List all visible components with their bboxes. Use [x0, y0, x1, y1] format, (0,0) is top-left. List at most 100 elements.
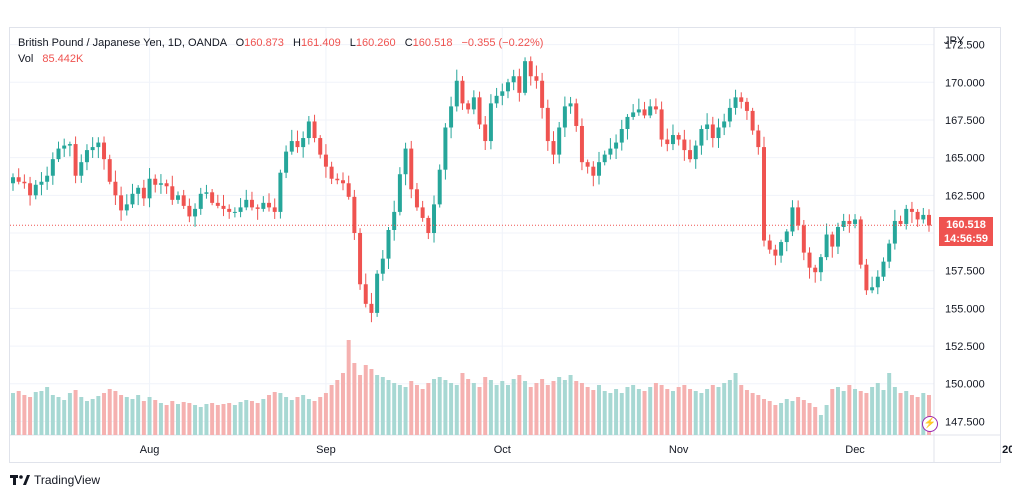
candle: [864, 258, 869, 295]
volume-bar: [124, 397, 129, 435]
candle: [244, 189, 249, 211]
volume-bar: [50, 395, 55, 435]
candle-body: [318, 138, 323, 155]
brand-name: TradingView: [34, 473, 101, 487]
candle: [835, 222, 840, 255]
candle-body: [670, 135, 675, 145]
candle-body: [22, 181, 27, 184]
low-value: 160.260: [355, 37, 396, 49]
candle: [170, 175, 175, 205]
chart-frame[interactable]: [9, 27, 1001, 463]
candle-body: [39, 181, 44, 185]
volume-bar: [73, 390, 78, 435]
candle: [39, 172, 44, 196]
candle: [153, 174, 158, 193]
candle-body: [784, 231, 789, 243]
candle: [608, 138, 613, 160]
symbol-title[interactable]: British Pound / Japanese Yen, 1D, OANDA: [18, 37, 227, 49]
volume-bar: [454, 385, 459, 435]
volume-bar: [238, 402, 243, 435]
volume-bar: [909, 395, 914, 435]
candle: [11, 173, 15, 191]
candle-body: [460, 80, 465, 104]
brand[interactable]: TradingView: [10, 473, 100, 487]
time-tick-label: Aug: [140, 444, 160, 456]
candle-body: [193, 208, 198, 217]
volume-bar: [164, 405, 169, 435]
candle: [449, 96, 454, 139]
candle-body: [921, 214, 926, 220]
candle-body: [409, 148, 414, 190]
candle: [904, 204, 909, 230]
candle-body: [557, 127, 562, 155]
candle-body: [528, 61, 533, 77]
candle: [676, 132, 681, 146]
volume-bar: [443, 380, 448, 435]
volume-bar: [193, 405, 198, 435]
candle: [227, 204, 232, 219]
candle: [648, 99, 653, 119]
candle-body: [141, 187, 146, 199]
volume-bar: [363, 365, 368, 435]
candle-body: [449, 106, 454, 128]
volume-bar: [904, 391, 909, 435]
candle-body: [927, 214, 931, 226]
candle: [756, 124, 761, 155]
candle-body: [426, 217, 431, 234]
candle: [562, 96, 567, 138]
candle: [540, 72, 545, 119]
candle: [352, 189, 357, 240]
candle-body: [676, 135, 681, 140]
volume-bar: [636, 389, 641, 435]
candle: [807, 247, 812, 279]
candle-body: [767, 240, 772, 250]
candle-body: [28, 183, 33, 196]
volume-bar: [466, 379, 471, 435]
volume-bar: [232, 405, 237, 435]
volume-bar: [688, 389, 693, 435]
volume-value: 85.442K: [42, 53, 84, 65]
price-tick-label: 162.500: [945, 190, 985, 202]
candle: [636, 98, 641, 116]
candle: [744, 97, 749, 120]
candle-body: [210, 192, 215, 203]
lightning-icon[interactable]: ⚡: [922, 416, 938, 432]
candle: [716, 118, 721, 148]
candle-body: [750, 110, 755, 131]
candle: [420, 200, 425, 222]
volume-bar: [215, 405, 220, 435]
close-value: 160.518: [412, 37, 453, 49]
tradingview-logo-icon: [10, 475, 30, 485]
candle: [363, 273, 368, 308]
candle-body: [625, 116, 630, 129]
candle-body: [33, 184, 38, 196]
volume-bar: [619, 393, 624, 435]
candle-body: [608, 148, 613, 155]
candle-body: [295, 141, 300, 148]
candle: [102, 136, 107, 170]
candle-body: [312, 121, 317, 139]
candle-body: [597, 162, 602, 176]
candle: [67, 141, 72, 157]
candle-body: [232, 211, 237, 213]
volume-bar: [807, 403, 812, 435]
candle: [221, 194, 226, 217]
legend: British Pound / Japanese Yen, 1D, OANDA …: [18, 35, 543, 67]
volume-bar: [665, 389, 670, 435]
candle-body: [221, 205, 226, 209]
volume-bar: [289, 400, 294, 435]
candle-body: [796, 207, 801, 226]
candle: [523, 57, 528, 96]
volume-label[interactable]: Vol: [18, 53, 34, 65]
time-axis: Aug Sep Oct Nov Dec 2023: [140, 444, 1012, 456]
volume-bar: [551, 381, 556, 435]
currency-label[interactable]: JPY: [944, 35, 965, 47]
candle-body: [756, 130, 761, 148]
candle: [887, 239, 892, 269]
candle-body: [272, 207, 277, 212]
price-tick-label: 172.500: [945, 40, 985, 52]
candle-body: [551, 141, 556, 155]
candle-body: [289, 141, 294, 152]
candle-body: [130, 193, 135, 205]
